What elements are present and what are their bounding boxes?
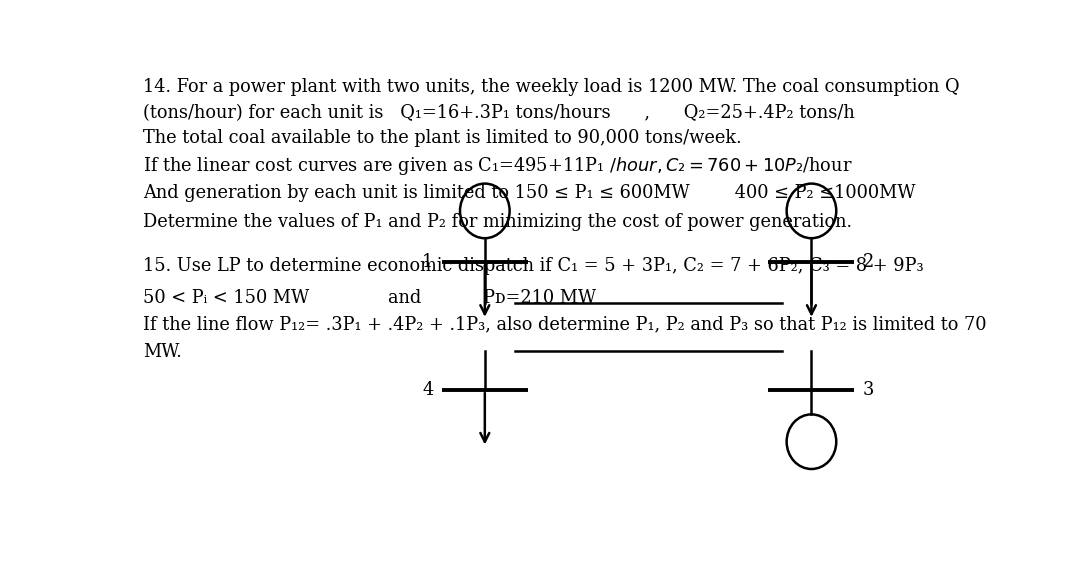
Text: (tons/hour) for each unit is   Q₁=16+.3P₁ tons/hours      ,      Q₂=25+.4P₂ tons: (tons/hour) for each unit is Q₁=16+.3P₁ … — [143, 104, 855, 122]
Text: Determine the values of P₁ and P₂ for minimizing the cost of power generation.: Determine the values of P₁ and P₂ for mi… — [143, 213, 853, 231]
Text: If the linear cost curves are given as C₁=495+11P₁ $/hour , C₂=760+10P₂ $/hour: If the linear cost curves are given as C… — [143, 155, 853, 177]
Text: 1: 1 — [423, 253, 433, 272]
Text: If the line flow P₁₂= .3P₁ + .4P₂ + .1P₃, also determine P₁, P₂ and P₃ so that P: If the line flow P₁₂= .3P₁ + .4P₂ + .1P₃… — [143, 315, 987, 333]
Text: And generation by each unit is limited to 150 ≤ P₁ ≤ 600MW        400 ≤ P₂ ≤1000: And generation by each unit is limited t… — [143, 185, 915, 202]
Text: 2: 2 — [863, 253, 874, 272]
Text: 14. For a power plant with two units, the weekly load is 1200 MW. The coal consu: 14. For a power plant with two units, th… — [143, 78, 960, 96]
Text: 4: 4 — [423, 381, 433, 399]
Text: 50 < Pᵢ < 150 MW              and           Pᴅ=210 MW: 50 < Pᵢ < 150 MW and Pᴅ=210 MW — [143, 289, 596, 307]
Text: MW.: MW. — [143, 343, 182, 360]
Text: The total coal available to the plant is limited to 90,000 tons/week.: The total coal available to the plant is… — [143, 129, 742, 148]
Text: 15. Use LP to determine economic dispatch if C₁ = 5 + 3P₁, C₂ = 7 + 6P₂, C₃ = 8 : 15. Use LP to determine economic dispatc… — [143, 257, 924, 275]
Text: 3: 3 — [863, 381, 874, 399]
